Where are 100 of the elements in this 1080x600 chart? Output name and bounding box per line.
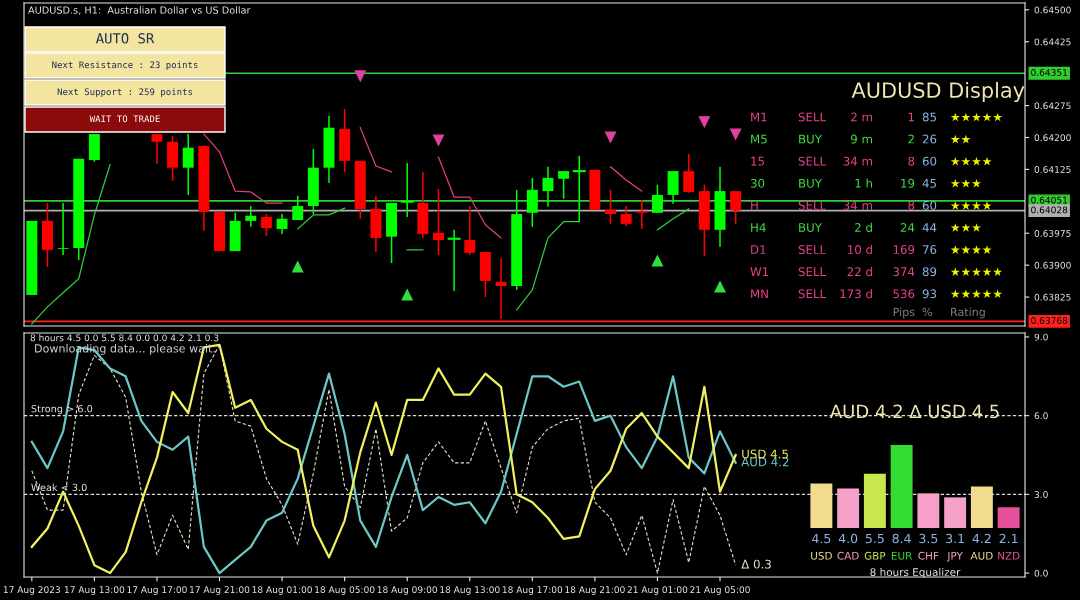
x-tick-label: NZD [998,551,1020,560]
candlestick [636,199,648,230]
text: 89 [922,267,937,277]
text: 2 [908,134,914,144]
text: 22 d [847,266,872,277]
data-label: 5.5 [865,533,884,544]
text: ★★ [950,134,971,144]
series-label: AUD 4.2 [741,457,789,467]
candlestick [433,188,444,256]
text: 60 [922,156,937,166]
candlestick [260,213,272,237]
category-label: D1 [751,245,766,254]
text: 26 [922,134,937,144]
candlestick [620,205,632,227]
y-tick-label: 3.0 [1034,491,1048,498]
x-tick-label: GBP [864,551,886,560]
text: BUY [799,178,822,188]
text: ★★★★ [950,201,992,210]
category-label: H4 [751,223,766,232]
text: SELL [798,289,827,299]
point [292,261,304,273]
x-tick-label: CHF [918,551,939,560]
text: 1 [908,112,914,122]
text: 1 h [855,178,872,188]
candlestick [651,183,663,214]
series-label: USD 4.5 [742,449,788,459]
chart-title: AUDUSD.s, H1: Australian Dollar vs US Dollar [28,6,251,15]
text: 76 [922,245,937,255]
y-tick-label: 0.63975 [1034,229,1071,237]
category-label: 15 [751,156,764,166]
text: 8 [908,200,915,210]
x-tick-label: JPY [946,551,963,562]
bar [810,483,833,528]
x-tick-label: 17 Aug 17:00 [127,586,187,595]
text: AUDUSD Display [851,81,1025,103]
ref-line-label: 0.63768 [1031,317,1068,324]
x-tick-label: 18 Aug 09:00 [377,586,438,595]
annotation: AUTO SR [95,33,155,44]
annotation: Next Support : 259 points [57,88,193,97]
y-tick-label: 0.64125 [1034,166,1071,173]
bar [970,486,993,528]
bar [944,497,967,528]
y-tick-label: 0.64500 [1034,6,1071,14]
point [714,281,726,293]
text: 19 [901,178,915,188]
x-tick-label: 18 Aug 21:00 [565,586,625,595]
x-tick-label: 18 Aug 01:00 [252,586,312,595]
category-label: 30 [750,178,765,188]
point [432,134,445,146]
x-tick-label: EUR [891,551,913,560]
text: 85 [922,112,936,122]
text: 9 m [850,134,872,144]
data-label: 2.1 [999,533,1018,544]
bar [917,493,940,528]
text: 34 m [843,156,872,166]
candlestick [542,166,554,208]
text: SELL [798,200,827,210]
bar [997,507,1020,528]
text: 45 [922,178,936,188]
x-tick-label: 21 Aug 01:00 [627,586,688,595]
x-tick-label: 17 Aug 21:00 [190,586,250,595]
text: ★★★ [950,223,981,232]
point [698,116,710,128]
category-label: % [922,307,932,317]
data-label: 3.5 [919,533,938,544]
category-label: Rating [951,307,985,319]
y-tick-label: 0.63900 [1034,261,1071,269]
x-tick-label: AUD [970,551,993,560]
text: 10 d [848,244,872,255]
candlestick [495,257,507,320]
point [604,131,617,143]
y-tick-label: 0.63825 [1034,293,1071,301]
category-label: M1 [751,112,767,122]
bar [890,445,913,528]
text: SELL [798,245,827,255]
bar [863,473,886,528]
text: SELL [798,156,827,166]
candlestick [683,153,695,194]
x-tick-label: 18 Aug 17:00 [502,586,563,595]
candlestick [730,190,742,225]
x-tick-label: 18 Aug 13:00 [440,586,500,595]
text: 60 [922,200,937,210]
data-label: 3.1 [946,533,964,544]
candlestick [182,133,194,196]
y-tick-label: 6.0 [1034,412,1048,420]
ref-line-label: Weak < 3.0 [31,483,87,492]
ref-line-label: 0.64028 [1031,206,1068,214]
y-tick-label: 0.64275 [1034,102,1071,110]
point [354,70,366,82]
data-label: 4.5 [812,533,831,544]
annotation: 8 hours Equalizer [870,567,961,579]
text: ★★★ [950,179,981,188]
data-label: 4.0 [838,533,858,544]
data-label: 8.4 [892,533,911,544]
text: ★★★★ [950,156,992,166]
candlestick [464,205,476,256]
text: 2 d [855,222,872,232]
bar [837,488,860,528]
text: SELL [798,112,827,122]
text: 173 d [840,289,872,299]
